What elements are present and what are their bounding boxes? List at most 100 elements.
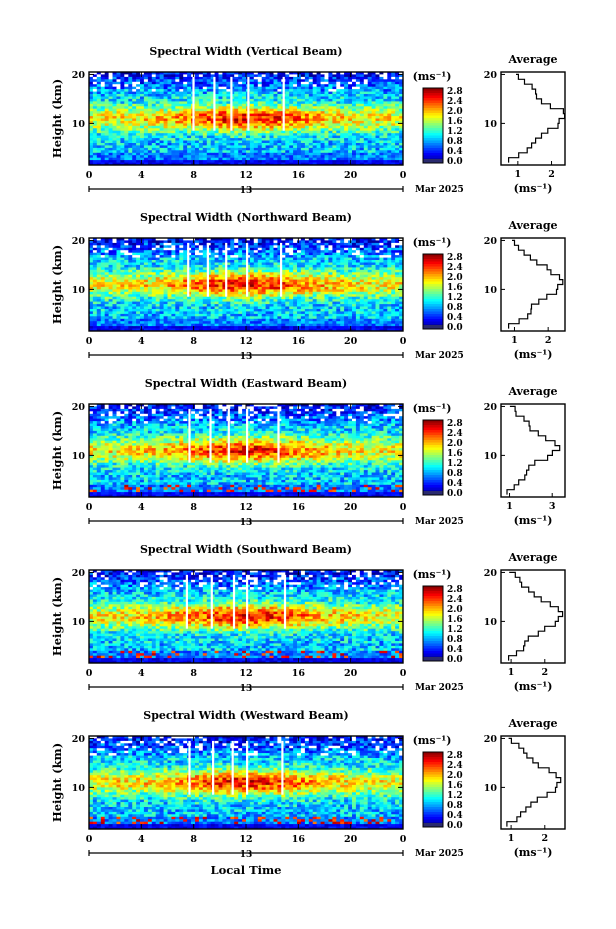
month-label: Mar 2025	[415, 683, 464, 693]
colorbar	[422, 751, 444, 828]
y-axis-label: Height (km)	[50, 577, 64, 656]
x-tick-label: 4	[138, 834, 145, 845]
colorbar-unit: (ms⁻¹)	[413, 568, 452, 581]
date-label: 13	[240, 684, 253, 694]
profile-frame	[500, 735, 566, 830]
profile-x-tick-label: 1	[515, 169, 522, 180]
colorbar-tick-label: 1.2	[447, 459, 463, 469]
panel-1: Spectral Width (Northward Beam)0 4 8 12 16 20…	[50, 211, 566, 362]
colorbar-tick-label: 0.0	[447, 489, 463, 499]
colorbar-tick-label: 0.8	[447, 137, 463, 147]
data-gap	[209, 408, 212, 463]
profile-x-tick-label: 2	[548, 169, 555, 180]
x-tick-label: 16	[292, 336, 306, 347]
data-gap	[246, 740, 249, 795]
x-tick-label: 4	[138, 170, 145, 181]
profile-title: Average	[507, 219, 557, 232]
data-gap	[282, 76, 285, 131]
profile-title: Average	[507, 53, 557, 66]
profile-y-tick-label: 10	[484, 119, 498, 130]
profile-frame	[500, 71, 566, 166]
x-tick-label: 0	[400, 170, 407, 181]
profile-x-label: (ms⁻¹)	[514, 514, 553, 527]
data-gap	[210, 574, 213, 629]
x-tick-label: 0	[400, 502, 407, 513]
profile-x-label: (ms⁻¹)	[514, 348, 553, 361]
y-tick-label: 20	[72, 402, 86, 413]
data-gap	[225, 242, 228, 297]
colorbar-tick-label: 1.6	[447, 449, 463, 459]
x-tick-label: 0	[86, 668, 93, 679]
colorbar	[422, 87, 444, 164]
profile-x-tick-label: 1	[506, 501, 513, 512]
data-gap	[188, 740, 191, 795]
x-tick-label: 0	[400, 336, 407, 347]
profile-line	[508, 239, 564, 329]
x-tick-label: 16	[292, 834, 306, 845]
colorbar-tick-label: 1.6	[447, 615, 463, 625]
profile-x-tick-label: 2	[541, 667, 548, 678]
month-label: Mar 2025	[415, 517, 464, 527]
colorbar-tick-label: 2.4	[447, 429, 463, 439]
profile-y-tick-label: 20	[484, 70, 498, 81]
data-gap	[283, 574, 287, 629]
x-tick-label: 20	[344, 336, 358, 347]
x-tick-label: 0	[86, 336, 93, 347]
x-tick-label: 8	[190, 834, 197, 845]
profile-title: Average	[507, 385, 557, 398]
panel-title: Spectral Width (Vertical Beam)	[149, 45, 342, 58]
profile-x-label: (ms⁻¹)	[514, 182, 553, 195]
data-gap	[280, 242, 283, 297]
profile-y-tick-label: 20	[484, 734, 498, 745]
colorbar-tick-label: 0.0	[447, 157, 463, 167]
y-tick-label: 20	[72, 236, 86, 247]
colorbar-tick-label: 0.4	[447, 313, 463, 323]
y-tick-label: 10	[72, 451, 86, 462]
colorbar-tick-label: 2.4	[447, 761, 463, 771]
colorbar-unit: (ms⁻¹)	[413, 70, 452, 83]
profile-line	[508, 73, 566, 163]
colorbar-tick-label: 1.2	[447, 791, 463, 801]
y-tick-label: 20	[72, 734, 86, 745]
x-tick-label: 16	[292, 502, 306, 513]
profile-y-tick-label: 20	[484, 236, 498, 247]
data-gap	[185, 574, 188, 629]
y-tick-label: 10	[72, 783, 86, 794]
colorbar-tick-label: 0.4	[447, 479, 463, 489]
heatmap-cells	[89, 72, 404, 166]
x-tick-label: 12	[239, 668, 252, 679]
colorbar-tick-label: 1.2	[447, 293, 463, 303]
x-tick-label: 8	[190, 502, 197, 513]
y-tick-label: 20	[72, 70, 86, 81]
x-axis-label: Local Time	[211, 863, 282, 877]
colorbar-unit: (ms⁻¹)	[413, 236, 452, 249]
x-tick-label: 0	[400, 834, 407, 845]
colorbar-tick-label: 0.4	[447, 645, 463, 655]
panel-0: Spectral Width (Vertical Beam)0 4 8 12 16 20 0…	[50, 45, 566, 196]
profile-y-tick-label: 20	[484, 568, 498, 579]
data-gap	[192, 76, 195, 131]
colorbar-tick-label: 1.2	[447, 625, 463, 635]
x-tick-label: 4	[138, 336, 145, 347]
profile-line	[506, 737, 562, 827]
x-tick-label: 0	[86, 834, 93, 845]
colorbar	[422, 419, 444, 496]
colorbar-tick-label: 0.8	[447, 635, 463, 645]
y-axis-label: Height (km)	[50, 79, 64, 158]
colorbar-tick-label: 0.0	[447, 655, 463, 665]
colorbar	[422, 253, 444, 330]
data-gap	[246, 408, 249, 463]
data-gap	[227, 408, 230, 463]
colorbar-tick-label: 2.0	[447, 273, 463, 283]
data-gap	[277, 408, 280, 463]
colorbar-tick-label: 2.4	[447, 595, 463, 605]
profile-y-tick-label: 10	[484, 451, 498, 462]
x-tick-label: 0	[86, 170, 93, 181]
x-tick-label: 8	[190, 170, 197, 181]
colorbar-tick-label: 1.2	[447, 127, 463, 137]
colorbar-tick-label: 2.8	[447, 253, 463, 263]
heatmap-cells	[89, 570, 404, 664]
colorbar-frame	[422, 419, 444, 496]
date-label: 13	[240, 850, 253, 860]
